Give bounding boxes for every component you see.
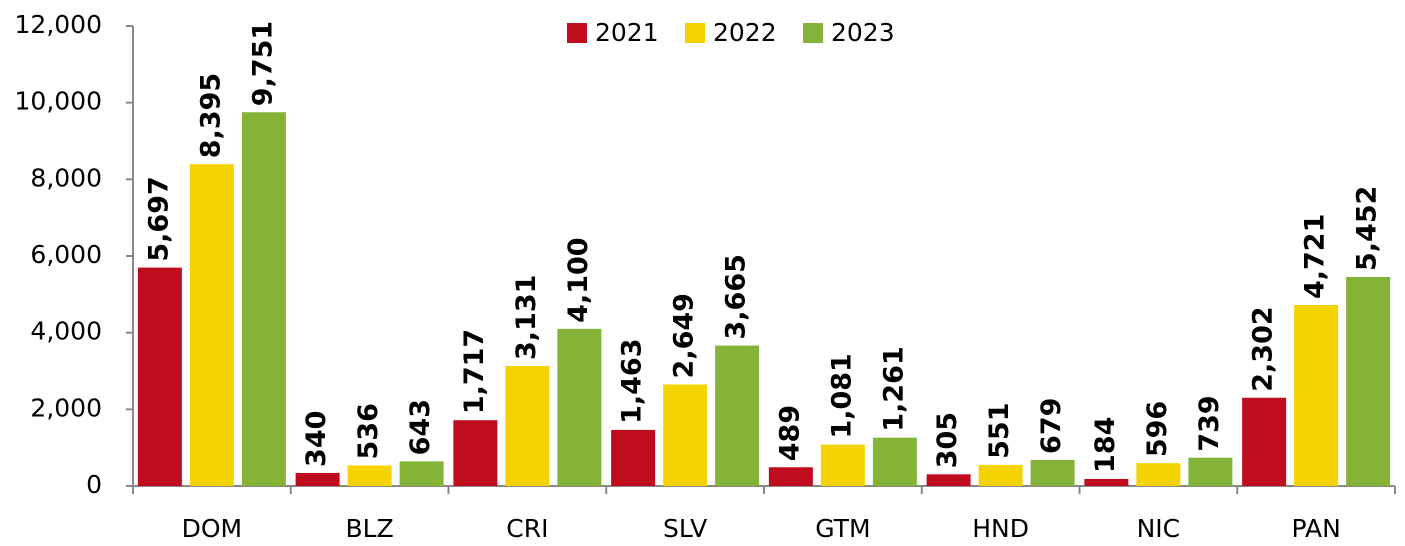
bar [137,267,182,486]
bar [1346,277,1391,486]
bar [241,112,286,486]
data-label: 596 [1142,401,1173,457]
data-label: 1,717 [459,329,490,414]
y-tick-label: 12,000 [15,10,102,39]
y-tick-label: 8,000 [30,163,102,192]
bar [1294,305,1339,486]
data-label: 2,649 [669,293,700,378]
data-label: 340 [301,411,332,467]
data-label: 679 [1036,398,1067,454]
legend-swatch [567,23,587,43]
bar [399,461,444,486]
y-tick-label: 6,000 [30,240,102,269]
x-tick-label: SLV [663,514,707,543]
bar [1188,457,1233,486]
x-tick-label: HND [972,514,1029,543]
y-tick-label: 2,000 [30,393,102,422]
data-label: 4,100 [563,237,594,322]
y-tick-label: 4,000 [30,317,102,346]
bar [453,420,498,486]
data-label: 2,302 [1248,306,1279,391]
legend-label: 2023 [831,18,895,47]
bar [1084,478,1129,486]
bar [557,328,602,486]
data-label: 489 [774,405,805,461]
bar [1242,397,1287,486]
y-tick-label: 0 [86,470,102,499]
data-label: 1,463 [617,339,648,424]
data-label: 8,395 [195,73,226,158]
bar [189,164,234,487]
bar [1030,459,1075,486]
bar [926,474,971,486]
bar [347,465,392,486]
data-label: 1,081 [826,353,857,438]
x-tick-label: CRI [506,514,548,543]
data-label: 4,721 [1300,214,1331,299]
data-label: 739 [1194,395,1225,451]
legend-label: 2021 [595,18,659,47]
x-tick-label: BLZ [346,514,394,543]
bar [505,365,550,486]
bar [715,345,760,486]
data-label: 3,665 [721,254,752,339]
data-label: 9,751 [247,21,278,106]
data-label: 5,697 [143,176,174,261]
data-label: 305 [932,412,963,468]
y-tick-label: 10,000 [15,87,102,116]
bar [820,444,865,486]
legend-label: 2022 [713,18,777,47]
data-label: 5,452 [1352,186,1383,271]
data-label: 551 [984,403,1015,459]
bar [768,467,813,486]
bar [611,429,656,486]
data-label: 184 [1090,417,1121,473]
x-tick-label: GTM [815,514,870,543]
legend-swatch [685,23,705,43]
bar [872,437,917,486]
bar [663,384,708,486]
data-label: 536 [353,403,384,459]
x-tick-label: NIC [1137,514,1181,543]
bar [295,472,340,486]
data-label: 643 [405,399,436,455]
data-label: 3,131 [511,275,542,360]
x-tick-label: PAN [1291,514,1340,543]
bar [978,464,1023,486]
data-label: 1,261 [878,346,909,431]
x-tick-label: DOM [182,514,243,543]
bar [1136,463,1181,486]
legend-swatch [803,23,823,43]
